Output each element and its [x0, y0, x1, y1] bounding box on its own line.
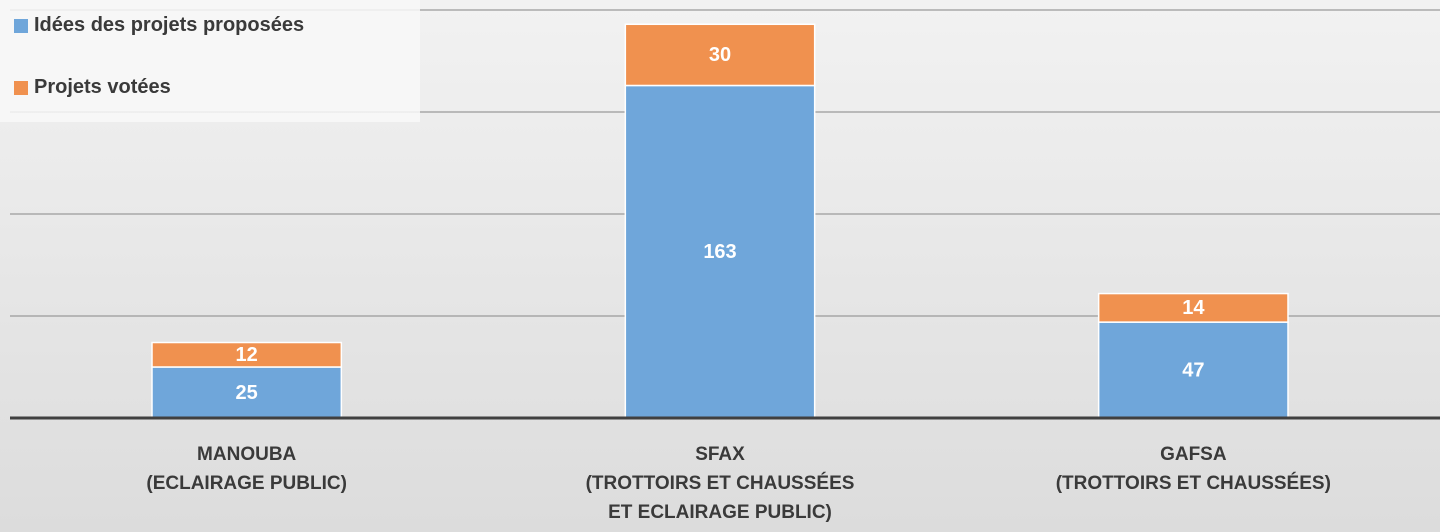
bar-segment — [1097, 292, 1289, 323]
bar-segment — [151, 366, 343, 419]
x-tick-label: MANOUBA (ECLAIRAGE PUBLIC) — [146, 444, 347, 494]
bar-segment — [1097, 321, 1289, 419]
legend: Idées des projets proposées Projets votée… — [0, 0, 420, 122]
legend-swatch — [14, 80, 28, 95]
data-label: 12 — [236, 344, 258, 366]
legend-item: Projets votées — [14, 76, 171, 99]
data-label: 163 — [703, 241, 736, 263]
legend-item: Idées des projets proposées — [14, 14, 304, 37]
data-label: 14 — [1182, 297, 1205, 319]
data-label: 30 — [709, 44, 731, 66]
bar-segment — [624, 23, 816, 87]
legend-label: Idées des projets proposées — [34, 14, 305, 36]
bar-segment — [624, 84, 816, 419]
x-tick-label: GAFSA (TROTTOIRS ET CHAUSSÉES) — [1055, 444, 1331, 494]
data-label: 25 — [236, 382, 258, 404]
bar-segment — [151, 341, 343, 368]
legend-swatch — [14, 18, 28, 33]
legend-label: Projets votées — [34, 76, 171, 98]
x-tick-label: SFAX (TROTTOIRS ET CHAUSSÉES ET ECLAIRAG… — [585, 444, 855, 523]
data-label: 47 — [1182, 359, 1204, 381]
